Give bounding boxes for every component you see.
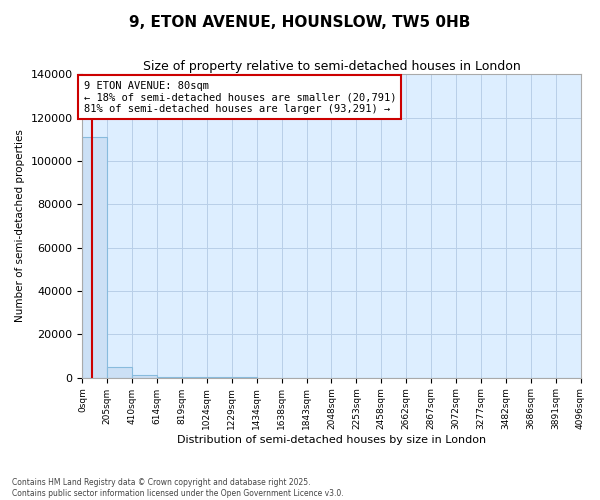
Text: 9 ETON AVENUE: 80sqm
← 18% of semi-detached houses are smaller (20,791)
81% of s: 9 ETON AVENUE: 80sqm ← 18% of semi-detac… xyxy=(83,80,396,114)
Text: Contains HM Land Registry data © Crown copyright and database right 2025.
Contai: Contains HM Land Registry data © Crown c… xyxy=(12,478,344,498)
X-axis label: Distribution of semi-detached houses by size in London: Distribution of semi-detached houses by … xyxy=(177,435,486,445)
Bar xyxy=(107,367,132,378)
Bar xyxy=(132,375,157,378)
Bar xyxy=(82,137,107,378)
Text: 9, ETON AVENUE, HOUNSLOW, TW5 0HB: 9, ETON AVENUE, HOUNSLOW, TW5 0HB xyxy=(130,15,470,30)
Y-axis label: Number of semi-detached properties: Number of semi-detached properties xyxy=(15,130,25,322)
Bar xyxy=(157,376,182,378)
Title: Size of property relative to semi-detached houses in London: Size of property relative to semi-detach… xyxy=(143,60,520,73)
